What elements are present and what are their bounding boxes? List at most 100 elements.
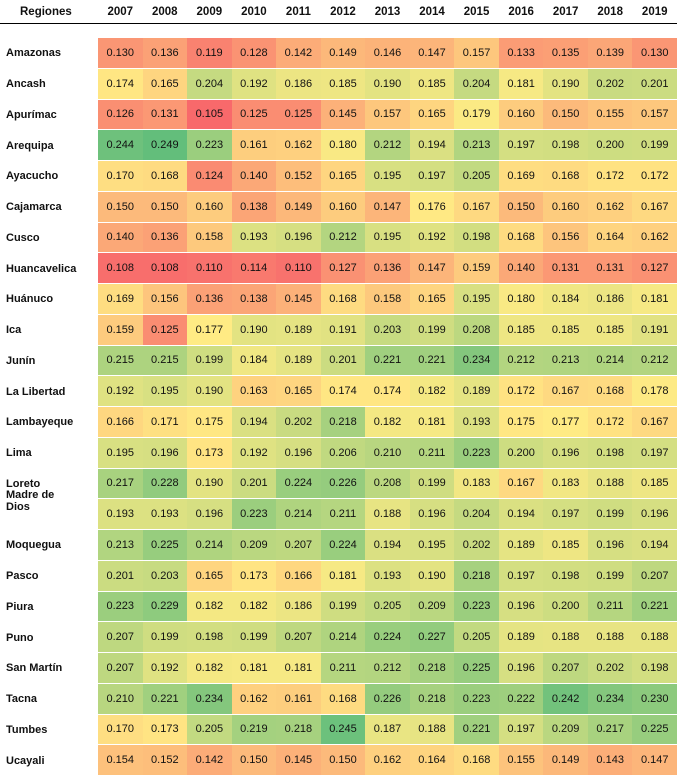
value-cell: 0.166 <box>98 407 143 438</box>
value-cell: 0.188 <box>587 468 633 500</box>
value-cell: 0.142 <box>187 745 232 776</box>
value-cell: 0.202 <box>276 407 321 438</box>
value-cell: 0.215 <box>142 345 188 377</box>
value-cell: 0.210 <box>365 437 410 469</box>
value-cell: 0.162 <box>365 745 410 776</box>
value-cell: 0.182 <box>231 591 277 623</box>
value-cell: 0.158 <box>365 284 410 315</box>
value-cell: 0.193 <box>231 222 277 254</box>
value-cell: 0.209 <box>409 591 455 623</box>
value-cell: 0.195 <box>454 284 499 315</box>
value-cell: 0.157 <box>454 38 499 69</box>
value-cell: 0.189 <box>276 345 321 377</box>
value-cell: 0.175 <box>498 407 544 438</box>
value-cell: 0.221 <box>365 345 410 377</box>
value-cell: 0.127 <box>632 253 677 284</box>
value-cell: 0.147 <box>409 253 455 284</box>
value-cell: 0.224 <box>365 622 410 653</box>
value-cell: 0.169 <box>498 161 544 192</box>
value-cell: 0.218 <box>276 714 321 746</box>
value-cell: 0.227 <box>409 622 455 653</box>
value-cell: 0.187 <box>365 714 410 746</box>
value-cell: 0.196 <box>276 222 321 254</box>
value-cell: 0.170 <box>98 161 143 192</box>
value-cell: 0.157 <box>365 99 410 131</box>
value-cell: 0.167 <box>543 376 588 407</box>
value-cell: 0.126 <box>98 99 143 131</box>
value-cell: 0.188 <box>632 622 677 653</box>
row-label: Arequipa <box>0 130 98 161</box>
value-cell: 0.190 <box>365 68 410 100</box>
value-cell: 0.138 <box>231 284 277 315</box>
value-cell: 0.170 <box>98 714 143 746</box>
column-header: 2014 <box>409 0 455 24</box>
value-cell: 0.158 <box>187 222 232 254</box>
value-cell: 0.206 <box>320 437 366 469</box>
value-cell: 0.179 <box>454 99 499 131</box>
value-cell: 0.223 <box>187 130 232 161</box>
value-cell: 0.228 <box>142 468 188 500</box>
value-cell: 0.221 <box>632 591 677 623</box>
value-cell: 0.105 <box>187 99 232 131</box>
value-cell: 0.180 <box>320 130 366 161</box>
value-cell: 0.202 <box>454 530 499 561</box>
value-cell: 0.172 <box>632 161 677 192</box>
value-cell: 0.194 <box>498 499 544 530</box>
value-cell: 0.177 <box>187 314 232 346</box>
value-cell: 0.168 <box>587 376 633 407</box>
value-cell: 0.150 <box>142 191 188 223</box>
value-cell: 0.199 <box>587 499 633 530</box>
value-cell: 0.189 <box>276 314 321 346</box>
value-cell: 0.208 <box>365 468 410 500</box>
value-cell: 0.234 <box>187 683 232 715</box>
value-cell: 0.125 <box>142 314 188 346</box>
value-cell: 0.214 <box>276 499 321 530</box>
value-cell: 0.156 <box>543 222 588 254</box>
value-cell: 0.225 <box>454 653 499 684</box>
value-cell: 0.136 <box>365 253 410 284</box>
row-label: Lambayeque <box>0 407 98 438</box>
value-cell: 0.226 <box>365 683 410 715</box>
value-cell: 0.222 <box>498 683 544 715</box>
value-cell: 0.201 <box>98 560 143 592</box>
value-cell: 0.211 <box>320 499 366 530</box>
value-cell: 0.172 <box>498 376 544 407</box>
value-cell: 0.172 <box>587 407 633 438</box>
value-cell: 0.130 <box>98 38 143 69</box>
value-cell: 0.195 <box>409 530 455 561</box>
value-cell: 0.182 <box>187 591 232 623</box>
value-cell: 0.197 <box>498 560 544 592</box>
value-cell: 0.124 <box>187 161 232 192</box>
value-cell: 0.189 <box>498 530 544 561</box>
value-cell: 0.193 <box>454 407 499 438</box>
value-cell: 0.155 <box>498 745 544 776</box>
value-cell: 0.223 <box>454 591 499 623</box>
value-cell: 0.192 <box>231 68 277 100</box>
value-cell: 0.125 <box>231 99 277 131</box>
value-cell: 0.202 <box>587 653 633 684</box>
value-cell: 0.207 <box>543 653 588 684</box>
value-cell: 0.193 <box>142 499 188 530</box>
value-cell: 0.208 <box>454 314 499 346</box>
value-cell: 0.175 <box>187 407 232 438</box>
value-cell: 0.165 <box>409 284 455 315</box>
column-header: 2009 <box>187 0 232 24</box>
value-cell: 0.168 <box>320 683 366 715</box>
row-label: La Libertad <box>0 376 98 407</box>
row-label: Lima <box>0 437 98 469</box>
value-cell: 0.166 <box>276 560 321 592</box>
row-label: Piura <box>0 591 98 623</box>
row-label: Amazonas <box>0 38 98 69</box>
value-cell: 0.160 <box>320 191 366 223</box>
value-cell: 0.189 <box>498 622 544 653</box>
value-cell: 0.196 <box>587 530 633 561</box>
value-cell: 0.185 <box>543 530 588 561</box>
value-cell: 0.173 <box>142 714 188 746</box>
value-cell: 0.199 <box>231 622 277 653</box>
value-cell: 0.160 <box>498 99 544 131</box>
value-cell: 0.173 <box>231 560 277 592</box>
value-cell: 0.194 <box>365 530 410 561</box>
value-cell: 0.195 <box>98 437 143 469</box>
value-cell: 0.207 <box>632 560 677 592</box>
value-cell: 0.207 <box>98 622 143 653</box>
